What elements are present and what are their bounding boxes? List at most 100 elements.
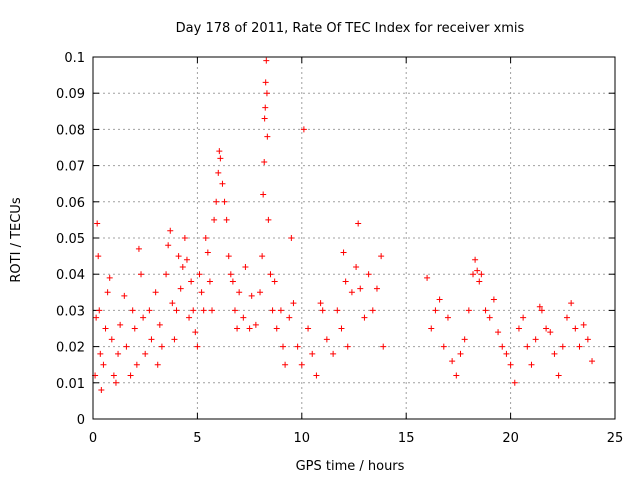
data-point	[261, 158, 268, 165]
data-point	[223, 216, 230, 223]
data-point	[472, 256, 479, 263]
data-point	[282, 361, 289, 368]
data-point	[95, 253, 102, 260]
x-tick-label: 25	[607, 431, 624, 446]
data-point	[547, 329, 554, 336]
data-point	[127, 372, 134, 379]
plot-frame	[92, 56, 616, 420]
y-tick-label: 0.01	[56, 377, 85, 392]
data-point	[555, 372, 562, 379]
data-point	[206, 278, 213, 285]
data-point	[428, 325, 435, 332]
data-point	[227, 271, 234, 278]
data-point	[133, 361, 140, 368]
data-point	[261, 115, 268, 122]
chart-title: Day 178 of 2011, Rate Of TEC Index for r…	[176, 21, 525, 36]
data-point	[216, 148, 223, 155]
data-point	[177, 285, 184, 292]
data-point	[515, 325, 522, 332]
data-point	[524, 343, 531, 350]
data-point	[115, 350, 122, 357]
y-tick-label: 0.04	[56, 268, 85, 283]
y-tick-label: 0.03	[56, 304, 85, 319]
data-point	[348, 289, 355, 296]
data-point	[121, 292, 128, 299]
data-point	[365, 271, 372, 278]
x-tick-labels: 0 5 10 15 20 25	[89, 431, 623, 446]
data-point	[309, 350, 316, 357]
data-point	[140, 314, 147, 321]
data-point	[461, 336, 468, 343]
data-point	[361, 314, 368, 321]
data-point	[355, 220, 362, 227]
data-point	[269, 307, 276, 314]
data-point	[538, 307, 545, 314]
x-axis-label: GPS time / hours	[296, 459, 405, 474]
data-point	[478, 271, 485, 278]
data-point	[204, 249, 211, 256]
data-point	[229, 278, 236, 285]
data-point	[474, 267, 481, 274]
data-point	[225, 253, 232, 260]
data-point	[219, 180, 226, 187]
data-point	[102, 325, 109, 332]
data-point	[211, 216, 218, 223]
data-point	[154, 361, 161, 368]
data-point	[369, 307, 376, 314]
data-point	[499, 343, 506, 350]
data-point	[129, 307, 136, 314]
data-point	[98, 387, 105, 394]
data-point	[217, 155, 224, 162]
data-point	[319, 307, 326, 314]
data-point	[221, 198, 228, 205]
x-tick-label: 20	[502, 431, 519, 446]
data-point	[96, 307, 103, 314]
data-point	[482, 307, 489, 314]
data-point	[248, 292, 255, 299]
data-point	[495, 329, 502, 336]
data-point	[559, 343, 566, 350]
data-point	[236, 289, 243, 296]
data-point	[152, 289, 159, 296]
data-point	[264, 133, 271, 140]
data-point	[543, 325, 550, 332]
data-point	[123, 343, 130, 350]
data-point	[100, 361, 107, 368]
y-tick-label: 0.1	[64, 51, 85, 66]
data-point	[290, 300, 297, 307]
data-point	[188, 278, 195, 285]
y-tick-label: 0.09	[56, 87, 85, 102]
data-point	[380, 343, 387, 350]
data-point	[263, 57, 270, 64]
data-point	[104, 289, 111, 296]
data-point	[572, 325, 579, 332]
y-tick-label: 0.08	[56, 123, 85, 138]
data-point	[138, 271, 145, 278]
y-axis-label: ROTI / TECUs	[9, 197, 24, 282]
data-point	[378, 253, 385, 260]
data-point	[353, 263, 360, 270]
data-point	[171, 336, 178, 343]
data-point	[186, 314, 193, 321]
data-point	[344, 343, 351, 350]
data-point	[338, 325, 345, 332]
data-point	[231, 307, 238, 314]
data-point	[271, 278, 278, 285]
data-point	[449, 358, 456, 365]
data-point	[262, 104, 269, 111]
data-point	[486, 314, 493, 321]
data-point	[242, 263, 249, 270]
data-point	[112, 379, 119, 386]
data-point	[424, 274, 431, 281]
data-point	[175, 253, 182, 260]
data-point	[357, 285, 364, 292]
data-point	[528, 361, 535, 368]
scatter-points	[92, 57, 596, 394]
x-tick-label: 10	[294, 431, 311, 446]
data-point	[215, 169, 222, 176]
data-point	[267, 271, 274, 278]
data-point	[465, 307, 472, 314]
data-point	[257, 289, 264, 296]
y-tick-label: 0	[77, 413, 85, 428]
data-point	[252, 321, 259, 328]
